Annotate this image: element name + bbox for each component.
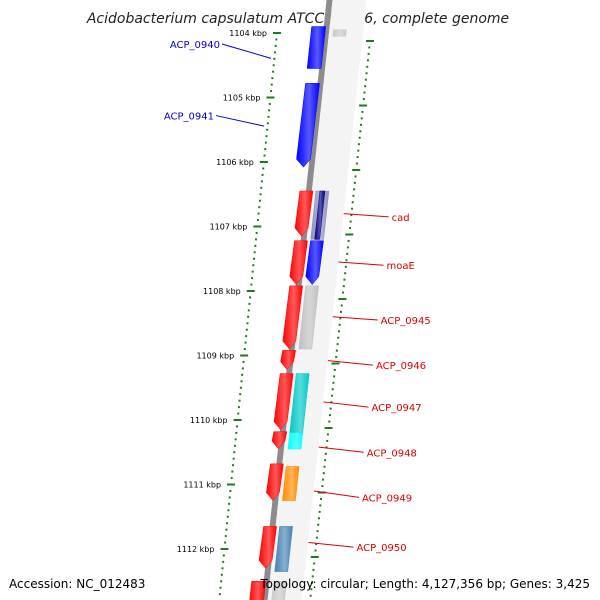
gene-label: cad <box>392 213 410 224</box>
label-leader <box>343 213 389 218</box>
gene-feature <box>271 581 287 600</box>
gene-feature <box>282 285 303 350</box>
gene-label: moaE <box>386 261 414 272</box>
gene-feature <box>258 526 277 569</box>
gene-feature <box>249 581 266 600</box>
tick-label: 1106 kbp <box>216 158 254 167</box>
label-leader <box>338 261 384 266</box>
gene-feature <box>294 190 314 237</box>
gene-feature <box>273 373 294 431</box>
gene-feature <box>314 190 326 240</box>
gene-label: ACP_0940 <box>170 40 220 51</box>
tick-label: 1111 kbp <box>183 481 221 490</box>
gene-label: ACP_0948 <box>367 448 417 459</box>
gene-feature <box>266 463 284 502</box>
tick-label: 1108 kbp <box>203 287 241 296</box>
map-title: Acidobacterium capsulatum ATCC 51196, co… <box>86 11 509 27</box>
gene-feature <box>287 432 304 450</box>
gene-feature <box>305 240 324 285</box>
gene-label: ACP_0945 <box>381 316 431 327</box>
gene-feature <box>271 431 288 450</box>
tick-label: 1105 kbp <box>223 94 261 103</box>
gene-label: ACP_0949 <box>362 493 412 504</box>
gene-feature <box>289 240 308 285</box>
gene-feature <box>274 526 293 572</box>
gene-feature <box>306 26 326 69</box>
tick-label: 1110 kbp <box>190 416 228 425</box>
gene-label: ACP_0941 <box>164 112 214 123</box>
gene-label: ACP_0950 <box>356 543 406 554</box>
gene-feature <box>332 29 347 37</box>
tick-label: 1109 kbp <box>196 352 234 361</box>
label-leader <box>323 401 369 408</box>
label-leader <box>313 490 360 498</box>
gene-feature <box>280 350 296 371</box>
gene-feature <box>296 83 320 168</box>
topology-text: Topology: circular; Length: 4,127,356 bp… <box>260 577 590 591</box>
gene-label: ACP_0946 <box>376 361 426 372</box>
label-leader <box>332 316 378 321</box>
features-layer <box>249 26 347 600</box>
gene-label: ACP_0947 <box>372 403 422 414</box>
label-leader <box>221 43 272 59</box>
ticks-layer: 1104 kbp 1105 kbp 1106 kbp 1107 kbp 1108 kbp… <box>177 29 374 597</box>
tick-label: 1112 kbp <box>177 545 215 554</box>
label-leader <box>215 115 265 127</box>
tick-label: 1107 kbp <box>210 223 248 232</box>
accession-text: Accession: NC_012483 <box>9 577 146 591</box>
label-leader <box>327 360 373 366</box>
gene-feature <box>298 285 319 350</box>
tick-label: 1104 kbp <box>229 29 267 38</box>
label-leader <box>318 446 364 453</box>
label-leader <box>308 542 354 548</box>
gene-feature <box>282 466 300 501</box>
